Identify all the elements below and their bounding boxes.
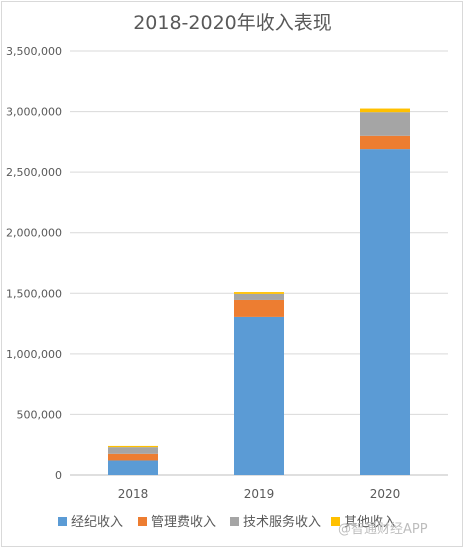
bar-segment: [108, 453, 158, 461]
legend-label: 经纪收入: [71, 515, 123, 530]
bar-segment: [234, 299, 284, 317]
bar-segment: [234, 292, 284, 294]
y-tick-label: 2,000,000: [6, 227, 62, 240]
bar-segment: [360, 135, 410, 150]
legend-swatch: [230, 517, 239, 526]
legend-swatch: [58, 517, 67, 526]
bar-segment: [108, 447, 158, 454]
y-tick-label: 2,500,000: [6, 166, 62, 179]
bar-segment: [234, 316, 284, 475]
y-tick-label: 1,000,000: [6, 348, 62, 361]
watermark-text: @智通财经APP: [338, 522, 428, 537]
legend-label: 管理费收入: [151, 515, 216, 530]
x-tick-label: 2018: [118, 487, 149, 501]
bar-segment: [360, 149, 410, 475]
bar-segment: [108, 445, 158, 448]
legend-label: 技术服务收入: [243, 514, 321, 530]
bar-segment: [234, 293, 284, 300]
legend: 经纪收入 管理费收入 技术服务收入 其他收入: [58, 514, 396, 530]
bar-segment: [360, 112, 410, 136]
y-tick-label: 0: [55, 469, 62, 482]
y-axis: 0 500,000 1,000,000 1,500,000 2,000,000 2,500…: [6, 45, 62, 482]
x-tick-label: 2019: [244, 487, 275, 501]
y-tick-label: 1,500,000: [6, 287, 62, 300]
y-tick-label: 500,000: [17, 408, 63, 421]
x-axis: 2018 2019 2020: [118, 487, 401, 501]
chart-title: 2018-2020年收入表现: [133, 12, 332, 34]
y-tick-label: 3,500,000: [6, 45, 62, 58]
bar-segment: [108, 460, 158, 475]
legend-swatch: [331, 517, 340, 526]
legend-label: 其他收入: [344, 515, 396, 530]
bar-segment: [360, 108, 410, 113]
y-tick-label: 3,000,000: [6, 106, 62, 119]
legend-swatch: [138, 517, 147, 526]
bars: [108, 108, 410, 475]
x-tick-label: 2020: [370, 487, 401, 501]
